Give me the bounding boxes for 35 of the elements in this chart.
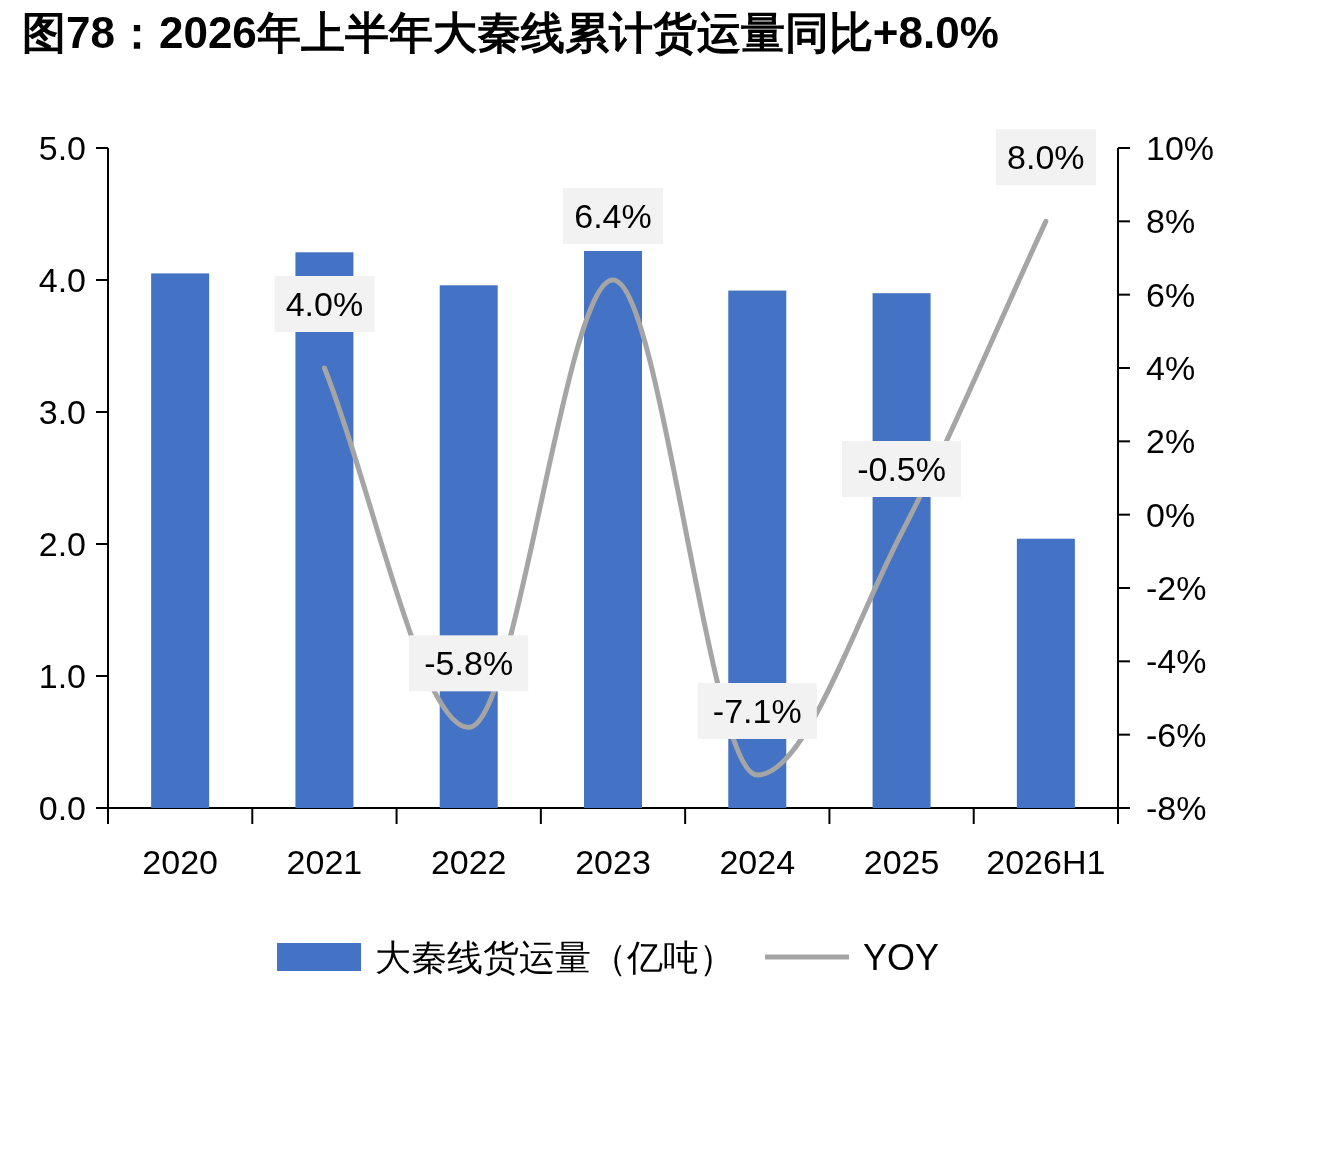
x-tick-label: 2021 (286, 843, 363, 881)
y2-tick-label: 10% (1146, 129, 1215, 167)
data-label: -0.5% (857, 450, 946, 488)
legend-label: 大秦线货运量（亿吨） (375, 937, 735, 978)
y2-tick-label: -4% (1146, 642, 1207, 681)
y2-tick-label: 6% (1146, 275, 1196, 314)
x-tick-label: 2024 (719, 843, 796, 881)
y-tick-label: 3.0 (38, 393, 86, 431)
x-tick-label: 2022 (430, 843, 507, 881)
y-tick-label: 1.0 (38, 657, 86, 695)
y2-tick-label: 2% (1146, 422, 1196, 461)
data-label: 6.4% (574, 197, 652, 235)
bar (151, 273, 210, 808)
data-label: -5.8% (424, 644, 514, 683)
y-tick-label: 5.0 (38, 129, 86, 167)
data-label: 4.0% (285, 285, 364, 323)
x-tick-label: 2020 (142, 843, 218, 881)
y2-tick-label: 4% (1146, 349, 1196, 387)
bar (1016, 538, 1075, 808)
y-tick-label: 4.0 (38, 261, 86, 299)
y2-tick-label: 0% (1146, 495, 1196, 534)
y2-tick-label: 8% (1146, 202, 1196, 241)
chart-title: 图78：2026年上半年大秦线累计货运量同比+8.0% (22, 8, 999, 57)
legend-label: YOY (863, 937, 940, 978)
x-tick-label: 2025 (863, 843, 940, 881)
x-tick-label: 2023 (575, 843, 651, 881)
y2-tick-label: -2% (1146, 569, 1207, 607)
y-tick-label: 0.0 (38, 789, 86, 827)
y2-tick-label: -8% (1146, 789, 1207, 827)
y-tick-label: 2.0 (38, 525, 86, 563)
data-label: -7.1% (712, 692, 802, 730)
bar (584, 250, 642, 808)
y2-tick-label: -6% (1146, 715, 1207, 754)
x-tick-label: 2026H1 (986, 843, 1106, 881)
data-label: 8.0% (1007, 138, 1085, 177)
